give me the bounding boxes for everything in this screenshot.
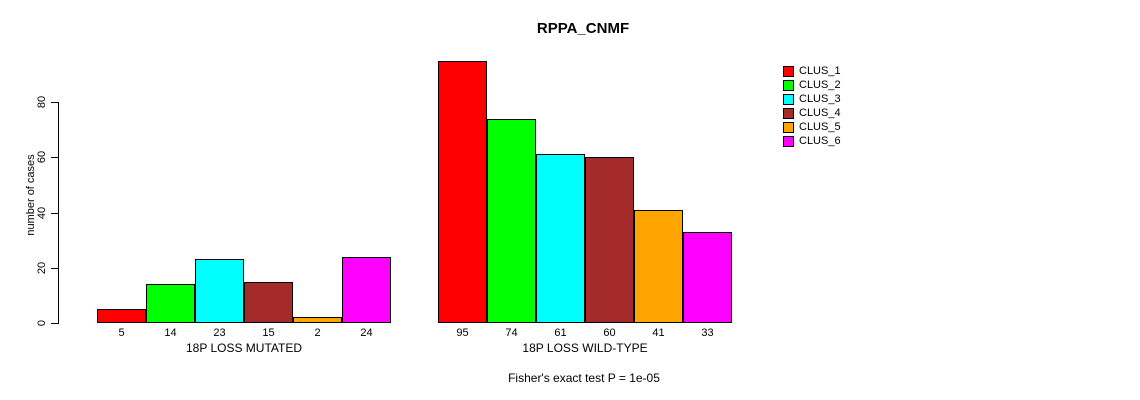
legend-label: CLUS_5 — [799, 121, 841, 133]
bar-CLUS_3 — [536, 154, 585, 323]
chart-title: RPPA_CNMF — [536, 20, 630, 37]
y-tick — [51, 213, 58, 214]
bar-value-label: 5 — [118, 327, 125, 339]
bar-CLUS_2 — [487, 119, 536, 323]
y-tick — [51, 323, 58, 324]
bar-value-label: 95 — [456, 327, 469, 339]
legend-label: CLUS_6 — [799, 135, 841, 147]
y-tick-label: 60 — [36, 150, 48, 164]
group-axis-label: 18P LOSS MUTATED — [185, 341, 303, 355]
legend-label: CLUS_2 — [799, 79, 841, 91]
legend-swatch — [783, 136, 794, 147]
bar-value-label: 15 — [262, 327, 275, 339]
bar-value-label: 60 — [603, 327, 616, 339]
legend-label: CLUS_1 — [799, 65, 841, 77]
bar-value-label: 2 — [314, 327, 321, 339]
legend-label: CLUS_3 — [799, 93, 841, 105]
bar-value-label: 24 — [360, 327, 373, 339]
bar-CLUS_1 — [97, 309, 146, 323]
y-tick-label: 0 — [36, 319, 48, 327]
bar-value-label: 74 — [505, 327, 518, 339]
y-tick-label: 80 — [36, 95, 48, 109]
y-tick — [51, 157, 58, 158]
y-tick-label: 40 — [36, 206, 48, 220]
y-axis-line — [58, 102, 59, 324]
bar-CLUS_1 — [438, 61, 487, 323]
y-tick — [51, 102, 58, 103]
bar-value-label: 41 — [652, 327, 665, 339]
bar-value-label: 61 — [554, 327, 567, 339]
legend-swatch — [783, 66, 794, 77]
bar-CLUS_4 — [585, 157, 634, 323]
legend-swatch — [783, 122, 794, 133]
legend-label: CLUS_4 — [799, 107, 841, 119]
footnote-text: Fisher's exact test P = 1e-05 — [508, 371, 660, 385]
bar-CLUS_5 — [634, 210, 683, 323]
bar-CLUS_5 — [293, 317, 342, 323]
legend-swatch — [783, 108, 794, 119]
bar-value-label: 33 — [701, 327, 714, 339]
bar-value-label: 23 — [213, 327, 226, 339]
y-tick-label: 20 — [36, 261, 48, 275]
legend-swatch — [783, 80, 794, 91]
bar-CLUS_2 — [146, 284, 195, 323]
bar-CLUS_6 — [342, 257, 391, 323]
legend-swatch — [783, 94, 794, 105]
bar-CLUS_3 — [195, 259, 244, 323]
y-axis-label: number of cases — [25, 154, 37, 236]
group-axis-label: 18P LOSS WILD-TYPE — [522, 341, 648, 355]
bar-value-label: 14 — [164, 327, 177, 339]
y-tick — [51, 268, 58, 269]
bar-CLUS_4 — [244, 282, 293, 323]
bar-CLUS_6 — [683, 232, 732, 323]
